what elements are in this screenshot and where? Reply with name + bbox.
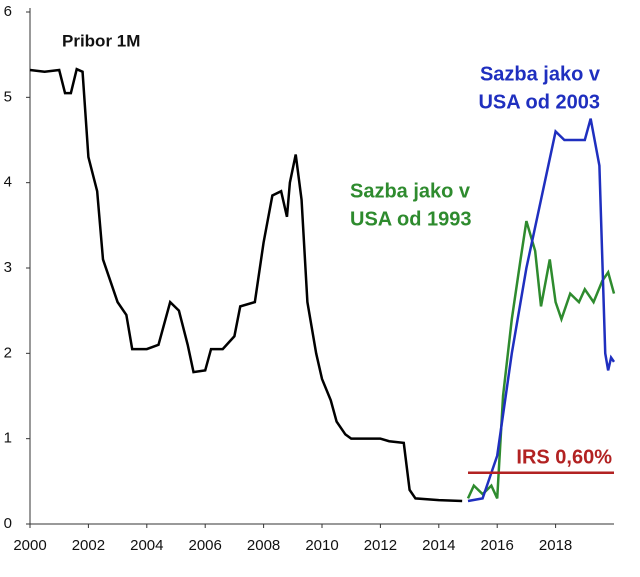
series-label: Pribor 1M — [62, 31, 140, 50]
series-label: USA od 2003 — [478, 91, 600, 113]
series-line — [467, 118, 616, 503]
y-tick-label: 0 — [4, 515, 12, 532]
x-tick-label: 2004 — [130, 537, 163, 554]
y-tick-label: 4 — [4, 174, 12, 191]
y-tick-label: 5 — [4, 88, 12, 105]
y-tick-label: 1 — [4, 430, 12, 447]
x-tick-label: 2012 — [364, 537, 397, 554]
x-tick-label: 2008 — [247, 537, 280, 554]
series-line — [466, 220, 616, 499]
series-line — [29, 67, 463, 503]
series-label: Sazba jako v — [350, 180, 471, 202]
x-tick-label: 2000 — [13, 537, 46, 554]
y-tick-label: 3 — [4, 259, 12, 276]
x-tick-label: 2010 — [305, 537, 338, 554]
x-tick-label: 2018 — [539, 537, 572, 554]
series-label: IRS 0,60% — [516, 446, 612, 468]
x-tick-label: 2016 — [481, 537, 514, 554]
y-tick-label: 2 — [4, 344, 12, 361]
x-tick-label: 2002 — [72, 537, 105, 554]
y-tick-label: 6 — [4, 3, 12, 20]
series-label: USA od 1993 — [350, 208, 472, 230]
x-tick-label: 2006 — [189, 537, 222, 554]
series-label: Sazba jako v — [480, 63, 601, 85]
x-tick-label: 2014 — [422, 537, 455, 554]
